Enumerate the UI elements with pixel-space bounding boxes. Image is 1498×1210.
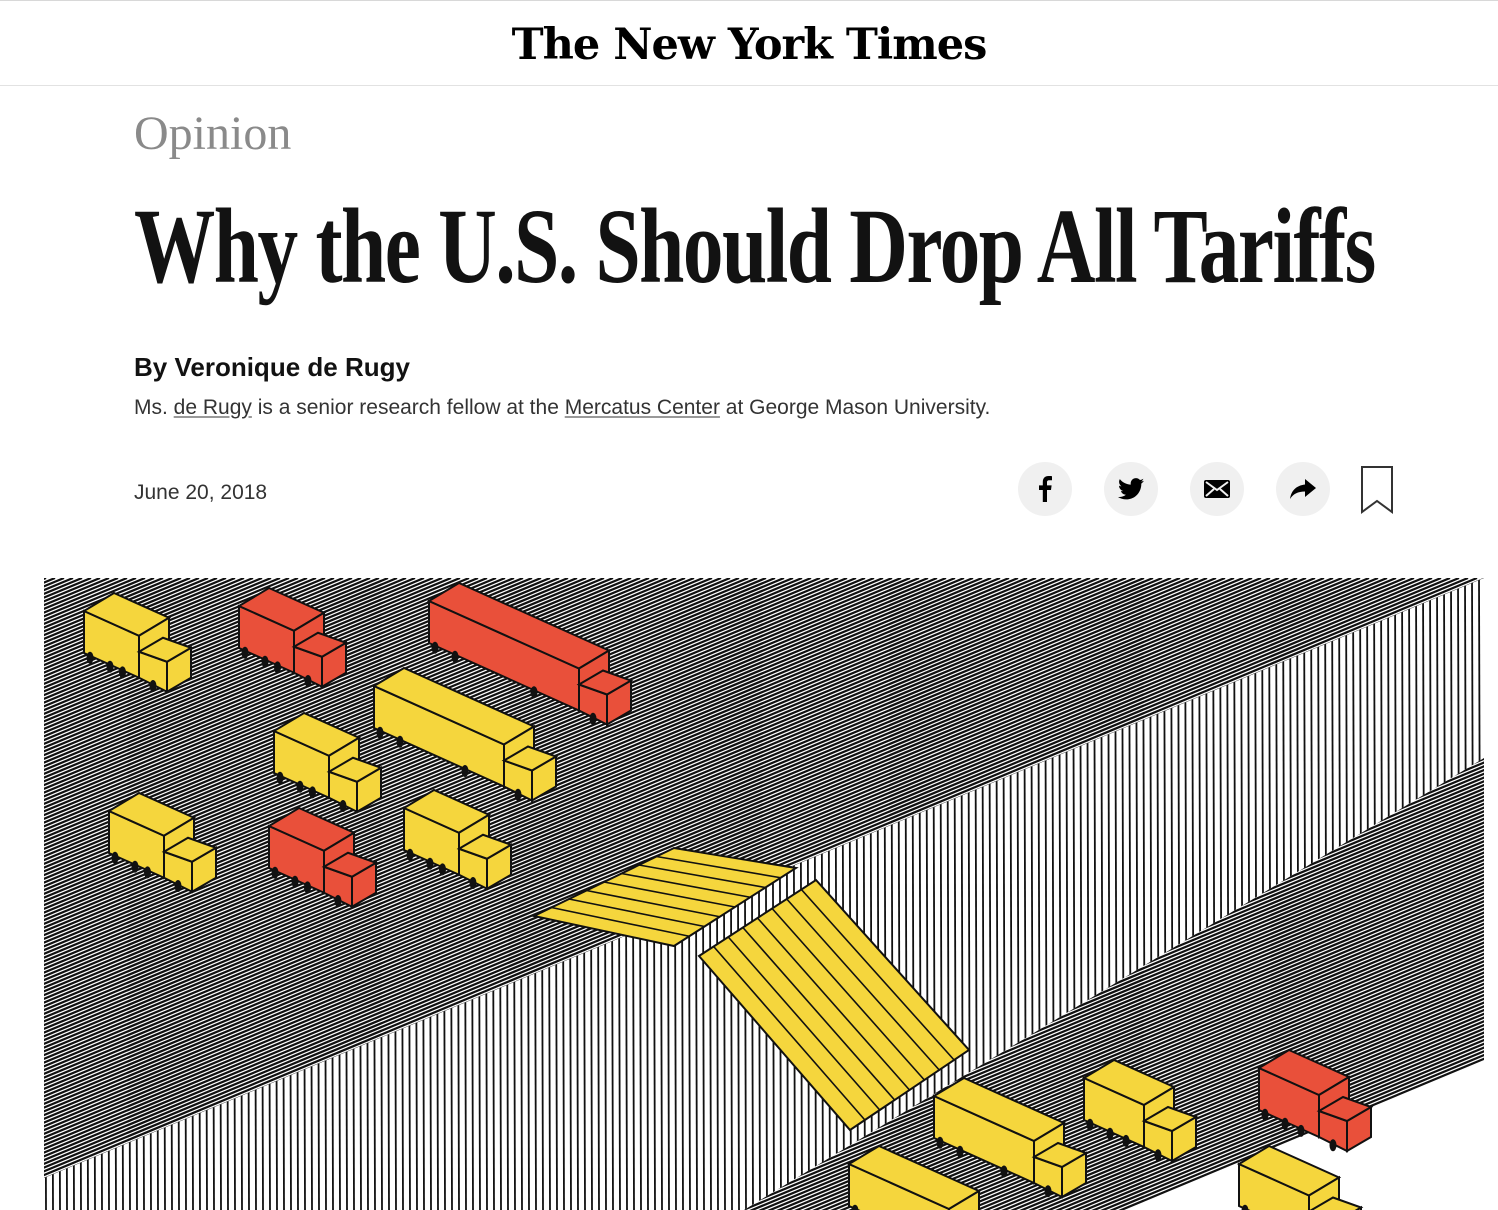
truck-shape bbox=[1081, 1058, 1199, 1163]
truck-shape bbox=[1256, 1048, 1374, 1153]
bookmark-icon bbox=[1361, 466, 1393, 514]
nyt-logo[interactable]: The New York Times bbox=[511, 20, 988, 70]
mercatus-link[interactable]: Mercatus Center bbox=[564, 396, 720, 419]
truck-shape bbox=[931, 1076, 1089, 1199]
truck-shape bbox=[1236, 1144, 1364, 1210]
masthead: The New York Times bbox=[0, 0, 1498, 86]
truck-shape bbox=[846, 1144, 982, 1210]
twitter-icon bbox=[1118, 478, 1144, 500]
share-email-button[interactable] bbox=[1190, 462, 1244, 516]
truck-shape bbox=[371, 666, 559, 803]
truck-shape bbox=[106, 791, 219, 894]
truck-shape bbox=[266, 806, 379, 909]
bio-text: Ms. bbox=[134, 396, 174, 419]
bio-text: is a senior research fellow at the bbox=[251, 396, 565, 419]
share-arrow-icon bbox=[1290, 479, 1316, 499]
article-illustration bbox=[44, 578, 1484, 1210]
share-facebook-button[interactable] bbox=[1018, 462, 1072, 516]
bookmark-button[interactable] bbox=[1360, 465, 1394, 520]
truck-shape bbox=[271, 711, 384, 814]
section-label[interactable]: Opinion bbox=[134, 107, 292, 160]
trucks-illustration bbox=[44, 578, 1484, 1210]
truck-shape bbox=[401, 788, 514, 891]
author-link[interactable]: de Rugy bbox=[173, 396, 252, 419]
facebook-icon bbox=[1039, 476, 1052, 502]
author-bio: Ms. de Rugy is a senior research fellow … bbox=[134, 393, 990, 423]
truck-shape bbox=[236, 586, 349, 689]
publish-date: June 20, 2018 bbox=[134, 481, 268, 504]
share-more-button[interactable] bbox=[1276, 462, 1330, 516]
byline: By Veronique de Rugy bbox=[134, 352, 410, 382]
article-headline: Why the U.S. Should Drop All Tariffs bbox=[134, 188, 1376, 306]
truck-shape bbox=[426, 581, 634, 727]
email-icon bbox=[1204, 480, 1230, 498]
truck-shape bbox=[81, 591, 194, 694]
share-twitter-button[interactable] bbox=[1104, 462, 1158, 516]
bio-text: at George Mason University. bbox=[719, 396, 991, 419]
